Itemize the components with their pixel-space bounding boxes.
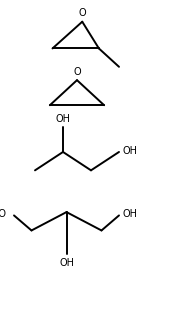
Text: OH: OH [122,209,138,219]
Text: OH: OH [59,258,74,268]
Text: O: O [78,8,86,18]
Text: HO: HO [0,209,6,219]
Text: OH: OH [55,114,71,124]
Text: OH: OH [122,146,138,156]
Text: O: O [73,67,81,77]
